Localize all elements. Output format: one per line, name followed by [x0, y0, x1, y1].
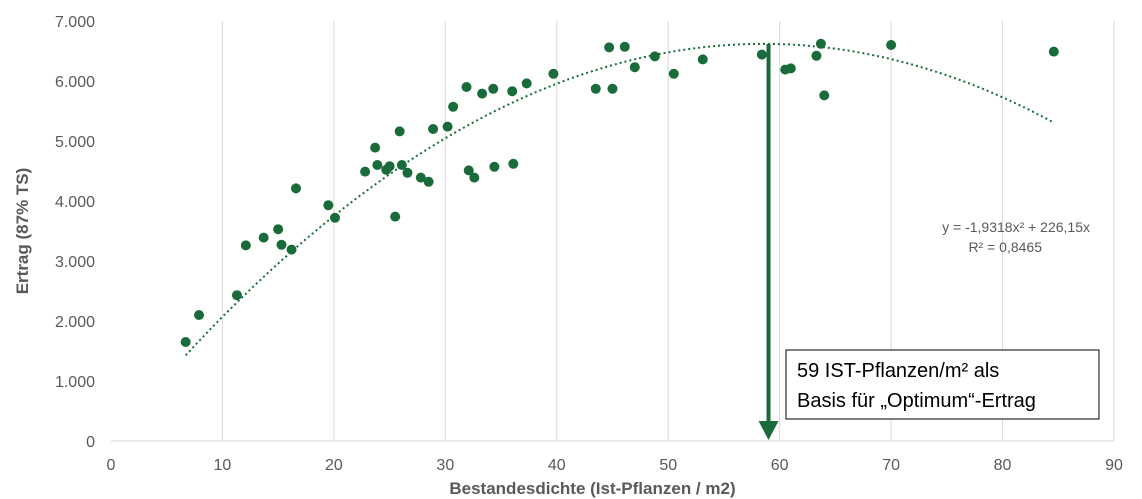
data-point	[463, 165, 474, 176]
data-point	[629, 62, 640, 73]
trendline-r-squared: R² = 0,8465	[968, 239, 1042, 255]
x-tick-label-70: 70	[882, 457, 900, 474]
x-tick-label-50: 50	[659, 457, 677, 474]
y-tick-label-1000: 1.000	[55, 374, 95, 391]
data-point	[811, 50, 822, 61]
data-point	[461, 82, 472, 92]
optimum-marker-arrow	[758, 43, 779, 440]
data-point	[194, 310, 205, 320]
y-axis-ticks: 0 1.000 2.000 3.000 4.000 5.000 6.000 7.000	[55, 14, 95, 451]
y-tick-label-7000: 7.000	[55, 14, 95, 31]
x-tick-label-10: 10	[214, 457, 232, 474]
data-point	[372, 160, 383, 170]
x-tick-label-20: 20	[325, 457, 343, 474]
data-point	[819, 90, 830, 101]
data-point	[428, 124, 439, 134]
data-point	[360, 166, 371, 177]
data-point	[489, 161, 500, 172]
data-point	[180, 337, 191, 347]
y-tick-label-5000: 5.000	[55, 134, 95, 151]
data-point	[815, 38, 826, 49]
data-point	[590, 83, 601, 94]
x-tick-label-60: 60	[771, 457, 789, 474]
data-point	[290, 183, 301, 194]
x-tick-label-0: 0	[107, 457, 116, 474]
data-point	[477, 88, 488, 99]
x-tick-label-90: 90	[1105, 457, 1123, 474]
data-point	[258, 232, 269, 243]
x-axis-ticks: 0 10 20 30 40 50 60 70 80 90	[107, 457, 1123, 474]
data-point	[604, 42, 615, 53]
trendline-equation: y = -1,9318x² + 226,15x	[942, 219, 1090, 235]
y-axis-title: Ertrag (87% TS)	[13, 168, 32, 295]
trendline	[184, 42, 1055, 356]
annotation-line-1: 59 IST-Pflanzen/m² als	[797, 360, 999, 382]
data-point	[697, 54, 708, 65]
data-point	[442, 121, 453, 132]
grid-lines	[221, 21, 1115, 441]
data-point	[886, 40, 897, 50]
data-point	[649, 51, 660, 62]
data-point	[286, 244, 297, 255]
data-point	[668, 68, 679, 79]
data-point	[370, 142, 381, 153]
annotation-box	[785, 349, 1100, 420]
data-point	[1048, 46, 1059, 57]
x-tick-label-30: 30	[436, 457, 454, 474]
x-tick-label-40: 40	[548, 457, 566, 474]
annotation-line-2: Basis für „Optimum“-Ertrag	[797, 390, 1036, 412]
y-tick-label-4000: 4.000	[55, 194, 95, 211]
data-points	[180, 38, 1059, 347]
y-tick-label-2000: 2.000	[55, 314, 95, 331]
data-point	[521, 78, 532, 89]
data-point	[402, 167, 413, 178]
data-point	[276, 239, 287, 250]
data-point	[548, 68, 559, 79]
data-point	[508, 158, 519, 169]
data-point	[384, 161, 395, 172]
data-point	[507, 86, 518, 97]
y-tick-label-0: 0	[86, 434, 95, 451]
x-axis-title: Bestandesdichte (Ist-Pflanzen / m2)	[449, 479, 735, 498]
data-point	[394, 126, 405, 137]
data-point	[273, 224, 284, 235]
data-point	[390, 211, 401, 222]
data-point	[785, 63, 796, 74]
data-point	[488, 83, 499, 94]
data-point	[607, 83, 618, 94]
data-point	[330, 212, 341, 223]
data-point	[469, 172, 480, 183]
data-point	[619, 41, 630, 52]
data-point	[756, 49, 767, 60]
data-point	[231, 290, 242, 301]
x-tick-label-80: 80	[994, 457, 1012, 474]
data-point	[323, 200, 334, 211]
y-tick-label-6000: 6.000	[55, 74, 95, 91]
data-point	[423, 176, 434, 187]
data-point	[448, 101, 459, 112]
data-point	[415, 172, 426, 183]
y-tick-label-3000: 3.000	[55, 254, 95, 271]
marker-arrowhead	[758, 421, 779, 440]
data-point	[396, 160, 407, 170]
data-point	[240, 240, 251, 251]
